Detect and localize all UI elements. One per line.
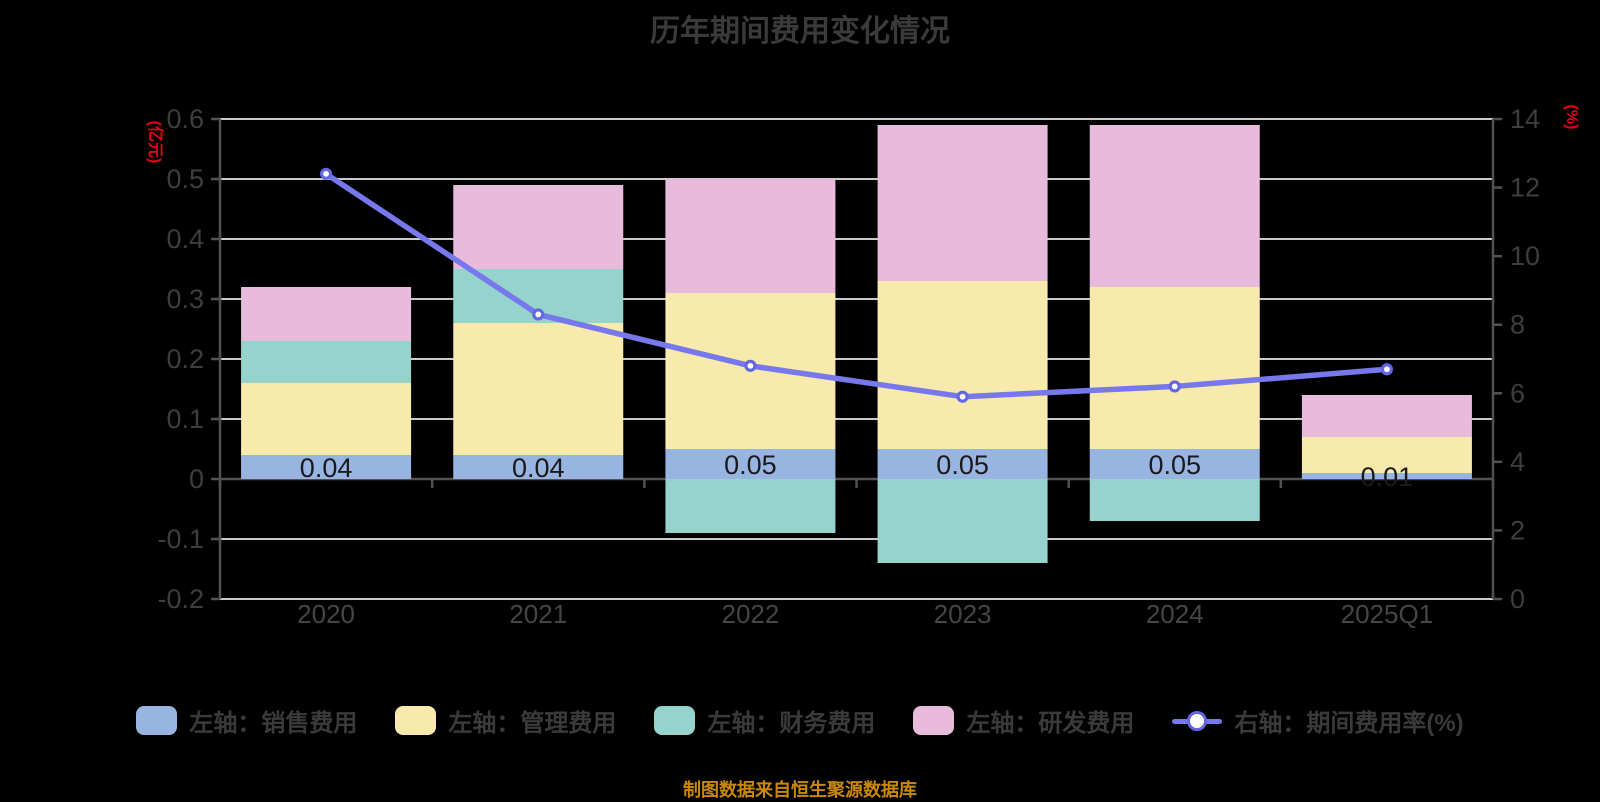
legend-item-expense-rate: 右轴：期间费用率(%) bbox=[1172, 703, 1464, 738]
legend-label: 左轴：销售费用 bbox=[189, 710, 358, 737]
left-axis-tick-label: 0.6 bbox=[166, 104, 204, 134]
bar-value-label: 0.05 bbox=[1148, 450, 1201, 480]
legend-item-series0: 左轴：销售费用 bbox=[136, 703, 357, 738]
left-axis-tick-label: 0.1 bbox=[166, 404, 204, 434]
right-axis-tick-label: 14 bbox=[1510, 104, 1540, 134]
plot-area: 0.6 0.5 0.4 0.3 0.2 0.1 0 -0.1 -0.2 14 12 10 8 6 4 2 0 0.… bbox=[157, 104, 1540, 629]
line-marker bbox=[956, 390, 969, 403]
legend-item-series3: 左轴：研发费用 bbox=[913, 703, 1134, 738]
right-axis-tick-label: 6 bbox=[1510, 378, 1525, 408]
legend: 左轴：销售费用 左轴：管理费用 左轴：财务费用 左轴：研发费用 右轴：期间费用率(%) bbox=[0, 703, 1600, 738]
left-axis-tick-label: 0.5 bbox=[166, 164, 204, 194]
bar-segment-series3 bbox=[1089, 125, 1260, 287]
x-axis-label: 2020 bbox=[297, 599, 355, 629]
line-marker bbox=[744, 359, 757, 372]
legend-item-series1: 左轴：管理费用 bbox=[395, 703, 616, 738]
bar-segment-series0 bbox=[453, 455, 624, 479]
left-axis-tick-label: 0.2 bbox=[166, 344, 204, 374]
legend-item-series2: 左轴：财务费用 bbox=[654, 703, 875, 738]
bar-segment-series2 bbox=[241, 341, 412, 383]
legend-label: 左轴：管理费用 bbox=[448, 710, 617, 737]
bar-segment-series0 bbox=[877, 449, 1048, 479]
chart-title: 历年期间费用变化情况 bbox=[650, 15, 950, 48]
right-axis-tick-label: 10 bbox=[1510, 241, 1540, 271]
x-axis-label: 2021 bbox=[509, 599, 567, 629]
legend-swatch-icon bbox=[654, 706, 696, 735]
bar-segment-series1 bbox=[453, 323, 624, 455]
bar-value-label: 0.05 bbox=[724, 450, 777, 480]
bar-segment-series0 bbox=[665, 449, 836, 479]
expense-rate-line bbox=[323, 171, 1390, 400]
bar-segment-series0 bbox=[1089, 449, 1260, 479]
right-axis-tick-label: 0 bbox=[1510, 584, 1525, 614]
right-axis-tick-label: 12 bbox=[1510, 173, 1540, 203]
line-marker bbox=[319, 167, 333, 180]
bar-segment-series0 bbox=[1301, 473, 1472, 479]
x-axis-label: 2025Q1 bbox=[1341, 599, 1434, 629]
bar-segment-series2 bbox=[665, 479, 836, 533]
bar-segment-series0 bbox=[241, 455, 412, 479]
right-axis-tick-label: 8 bbox=[1510, 310, 1525, 340]
legend-label: 左轴：财务费用 bbox=[707, 710, 876, 737]
left-axis-tick-label: 0 bbox=[189, 464, 204, 494]
bar-segment-series2 bbox=[1089, 479, 1260, 521]
bar-segment-series1 bbox=[241, 383, 412, 455]
left-axis-tick-label: -0.2 bbox=[157, 584, 204, 614]
bar-value-label: 0.05 bbox=[936, 450, 989, 480]
legend-dot-icon bbox=[1187, 710, 1208, 731]
line-marker bbox=[532, 308, 545, 321]
legend-label: 左轴：研发费用 bbox=[966, 710, 1135, 737]
bar-segment-series3 bbox=[453, 185, 624, 269]
bar-value-label: 0.04 bbox=[512, 453, 565, 483]
legend-label: 右轴：期间费用率(%) bbox=[1234, 710, 1464, 737]
bar-value-label: 0.01 bbox=[1361, 462, 1414, 492]
bar-segment-series3 bbox=[877, 125, 1048, 281]
x-axis-label: 2022 bbox=[721, 599, 779, 629]
bar-segment-series1 bbox=[877, 281, 1048, 449]
bar-segment-series3 bbox=[665, 179, 836, 293]
bar-segment-series1 bbox=[1089, 287, 1260, 449]
right-axis-tick-label: 4 bbox=[1510, 447, 1525, 477]
x-axis-label: 2023 bbox=[934, 599, 992, 629]
line-marker bbox=[1380, 363, 1394, 376]
legend-swatch-icon bbox=[395, 706, 437, 735]
left-axis-tick-label: -0.1 bbox=[157, 524, 204, 554]
bar-value-label: 0.04 bbox=[300, 453, 353, 483]
line-marker bbox=[1168, 380, 1181, 393]
bar-segment-series3 bbox=[241, 287, 412, 341]
bar-segment-series1 bbox=[1301, 437, 1472, 473]
bar-segment-series3 bbox=[1301, 395, 1472, 437]
legend-swatch-icon bbox=[136, 706, 178, 735]
legend-line-marker-icon bbox=[1172, 706, 1223, 736]
data-source-note: 制图数据来自恒生聚源数据库 bbox=[683, 780, 917, 800]
left-axis-tick-label: 0.4 bbox=[166, 224, 204, 254]
right-axis-tick-label: 2 bbox=[1510, 515, 1525, 545]
x-axis-label: 2024 bbox=[1146, 599, 1204, 629]
left-axis-tick-label: 0.3 bbox=[166, 284, 204, 314]
bar-segment-series2 bbox=[877, 479, 1048, 563]
legend-swatch-icon bbox=[913, 706, 955, 735]
